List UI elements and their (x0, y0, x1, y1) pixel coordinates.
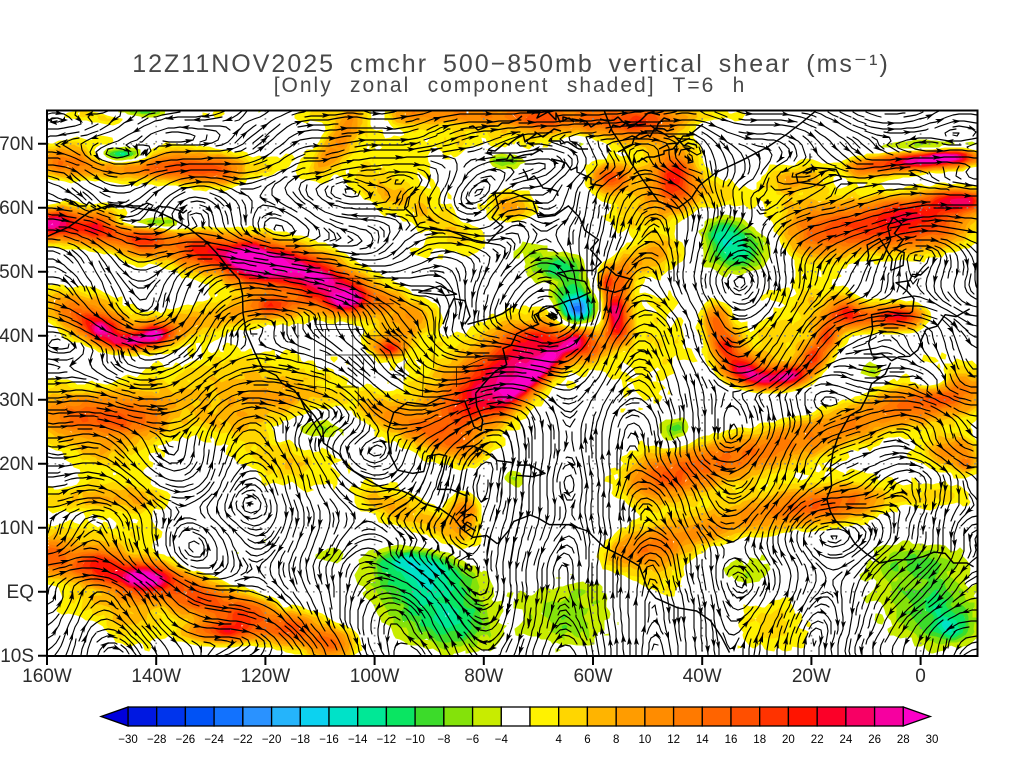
svg-text:40N: 40N (0, 326, 34, 347)
svg-text:10S: 10S (0, 646, 34, 667)
svg-text:60W: 60W (573, 666, 612, 687)
svg-text:−24: −24 (204, 734, 224, 746)
svg-text:−30: −30 (118, 734, 138, 746)
svg-text:−22: −22 (233, 734, 253, 746)
svg-text:−18: −18 (291, 734, 311, 746)
svg-text:50N: 50N (0, 262, 34, 283)
svg-text:140W: 140W (131, 666, 181, 687)
svg-text:10N: 10N (0, 518, 34, 539)
svg-text:160W: 160W (22, 666, 72, 687)
svg-text:−20: −20 (262, 734, 282, 746)
svg-text:[Only zonal component shaded]: [Only zonal component shaded] T=6 h (274, 74, 747, 97)
svg-text:40W: 40W (683, 666, 722, 687)
svg-text:120W: 120W (241, 666, 291, 687)
svg-text:12Z11NOV2025 cmchr 500−850mb v: 12Z11NOV2025 cmchr 500−850mb vertical sh… (132, 50, 890, 78)
svg-text:14: 14 (696, 734, 709, 746)
svg-text:−8: −8 (437, 734, 450, 746)
svg-text:−26: −26 (176, 734, 196, 746)
svg-text:12: 12 (667, 734, 680, 746)
svg-text:28: 28 (897, 734, 910, 746)
svg-text:−10: −10 (405, 734, 425, 746)
svg-text:10: 10 (639, 734, 652, 746)
svg-text:30N: 30N (0, 390, 34, 411)
svg-text:−4: −4 (495, 734, 509, 746)
svg-text:16: 16 (725, 734, 738, 746)
svg-text:30: 30 (926, 734, 939, 746)
svg-text:−28: −28 (147, 734, 167, 746)
svg-text:60N: 60N (0, 198, 34, 219)
svg-text:6: 6 (584, 734, 590, 746)
svg-text:EQ: EQ (7, 582, 34, 603)
svg-text:18: 18 (753, 734, 766, 746)
svg-text:20N: 20N (0, 454, 34, 475)
svg-text:26: 26 (868, 734, 881, 746)
svg-text:4: 4 (555, 734, 562, 746)
svg-text:−14: −14 (348, 734, 368, 746)
svg-text:8: 8 (613, 734, 619, 746)
svg-text:−16: −16 (319, 734, 339, 746)
svg-text:20: 20 (782, 734, 795, 746)
svg-text:−6: −6 (466, 734, 479, 746)
svg-text:20W: 20W (792, 666, 831, 687)
svg-text:0: 0 (915, 666, 926, 687)
svg-text:100W: 100W (350, 666, 400, 687)
svg-text:22: 22 (811, 734, 824, 746)
svg-text:−12: −12 (377, 734, 397, 746)
svg-text:80W: 80W (464, 666, 503, 687)
svg-text:70N: 70N (0, 134, 34, 155)
svg-text:24: 24 (840, 734, 853, 746)
